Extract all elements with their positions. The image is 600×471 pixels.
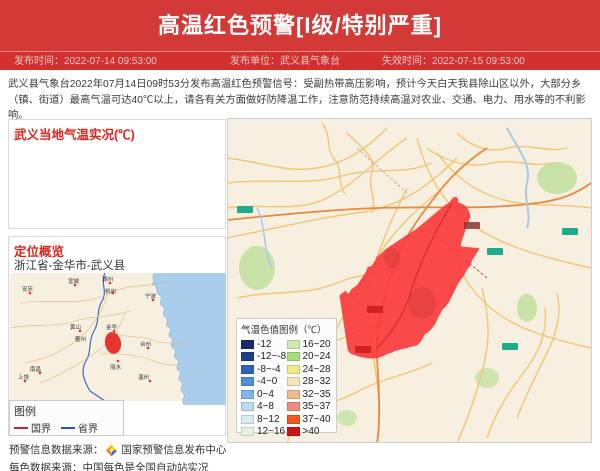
svg-text:衢州: 衢州 <box>75 335 86 343</box>
svg-text:黄山: 黄山 <box>70 323 81 331</box>
svg-text:台州: 台州 <box>140 340 151 348</box>
svg-text:湖州: 湖州 <box>102 275 113 283</box>
svg-text:金华: 金华 <box>106 323 118 331</box>
svg-text:安庆: 安庆 <box>22 285 34 293</box>
svg-text:宣城: 宣城 <box>68 277 80 285</box>
svg-text:杭州: 杭州 <box>105 287 116 295</box>
svg-text:温州: 温州 <box>138 373 149 381</box>
svg-text:丽水: 丽水 <box>110 363 122 371</box>
svg-text:南昌: 南昌 <box>30 365 41 373</box>
svg-text:宁波: 宁波 <box>145 292 157 300</box>
svg-text:上饶: 上饶 <box>18 373 30 381</box>
